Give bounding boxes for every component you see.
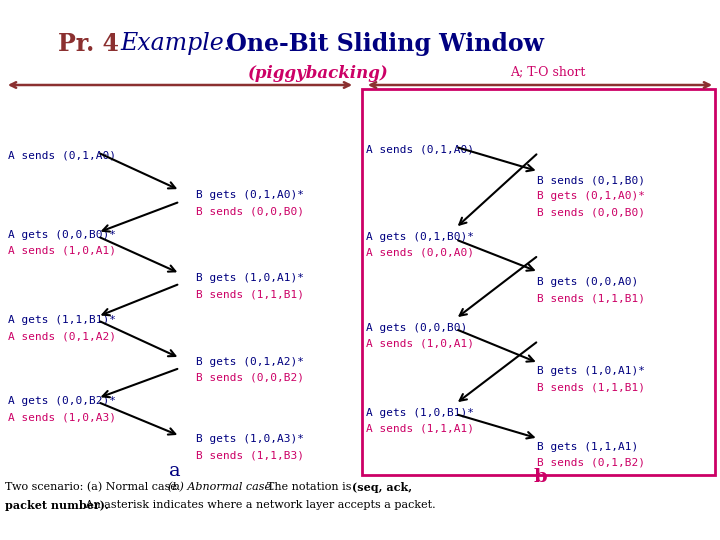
Text: b: b [534,468,546,486]
Text: B gets (0,1,A0)*: B gets (0,1,A0)* [196,190,304,200]
Text: B sends (0,0,B0): B sends (0,0,B0) [537,207,645,217]
Text: (b) Abnormal case.: (b) Abnormal case. [168,482,275,492]
Text: One-Bit Sliding Window: One-Bit Sliding Window [218,32,544,56]
Text: A gets (1,0,B1)*: A gets (1,0,B1)* [366,408,474,417]
Text: B sends (0,1,B0): B sends (0,1,B0) [537,175,645,185]
Text: B sends (1,1,B3): B sends (1,1,B3) [196,450,304,460]
Text: A sends (0,1,A0): A sends (0,1,A0) [8,151,116,160]
Text: Pr. 4: Pr. 4 [58,32,119,56]
Text: a: a [169,462,181,480]
Text: A gets (0,0,B0)*: A gets (0,0,B0)* [8,230,116,240]
Text: A gets (0,1,B0)*: A gets (0,1,B0)* [366,232,474,242]
Text: B gets (0,1,A0)*: B gets (0,1,A0)* [537,191,645,201]
Text: A gets (0,0,B2)*: A gets (0,0,B2)* [8,396,116,406]
Text: B sends (0,0,B0): B sends (0,0,B0) [196,206,304,217]
Text: An asterisk indicates where a network layer accepts a packet.: An asterisk indicates where a network la… [81,500,435,510]
Text: B gets (1,1,A1): B gets (1,1,A1) [537,442,638,451]
Text: B sends (1,1,B1): B sends (1,1,B1) [196,289,304,300]
Text: B sends (1,1,B1): B sends (1,1,B1) [537,382,645,392]
Text: The notation is: The notation is [260,482,355,492]
Text: Two scenario: (a) Normal case.: Two scenario: (a) Normal case. [5,482,187,492]
Text: A sends (0,1,A2): A sends (0,1,A2) [8,331,116,341]
Text: A sends (1,0,A1): A sends (1,0,A1) [366,339,474,349]
Text: (piggybacking): (piggybacking) [248,65,389,82]
Text: B gets (1,0,A1)*: B gets (1,0,A1)* [196,273,304,284]
Text: B sends (0,0,B2): B sends (0,0,B2) [196,373,304,383]
Text: A gets (1,1,B1)*: A gets (1,1,B1)* [8,315,116,325]
Text: A; T-O short: A; T-O short [510,65,585,78]
Text: A sends (1,1,A1): A sends (1,1,A1) [366,423,474,434]
Text: B gets (1,0,A1)*: B gets (1,0,A1)* [537,366,645,376]
Text: A sends (1,0,A3): A sends (1,0,A3) [8,413,116,422]
Text: A sends (0,0,A0): A sends (0,0,A0) [366,248,474,258]
Text: A sends (0,1,A0): A sends (0,1,A0) [366,145,474,155]
Text: B sends (0,1,B2): B sends (0,1,B2) [537,458,645,468]
Text: Example:: Example: [120,32,232,55]
Text: B gets (0,0,A0): B gets (0,0,A0) [537,277,638,287]
Text: B gets (1,0,A3)*: B gets (1,0,A3)* [196,434,304,444]
Text: packet number).: packet number). [5,500,109,511]
Text: B sends (1,1,B1): B sends (1,1,B1) [537,293,645,303]
Text: A gets (0,0,B0): A gets (0,0,B0) [366,322,467,333]
Text: (seq, ack,: (seq, ack, [352,482,412,493]
Text: B gets (0,1,A2)*: B gets (0,1,A2)* [196,356,304,367]
Text: A sends (1,0,A1): A sends (1,0,A1) [8,246,116,256]
